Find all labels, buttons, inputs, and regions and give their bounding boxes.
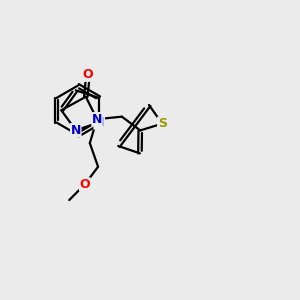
Text: N: N <box>94 116 104 129</box>
Text: N: N <box>70 124 81 137</box>
Text: O: O <box>83 68 93 81</box>
Text: N: N <box>92 113 102 126</box>
Text: S: S <box>158 117 167 130</box>
Text: O: O <box>80 178 90 191</box>
